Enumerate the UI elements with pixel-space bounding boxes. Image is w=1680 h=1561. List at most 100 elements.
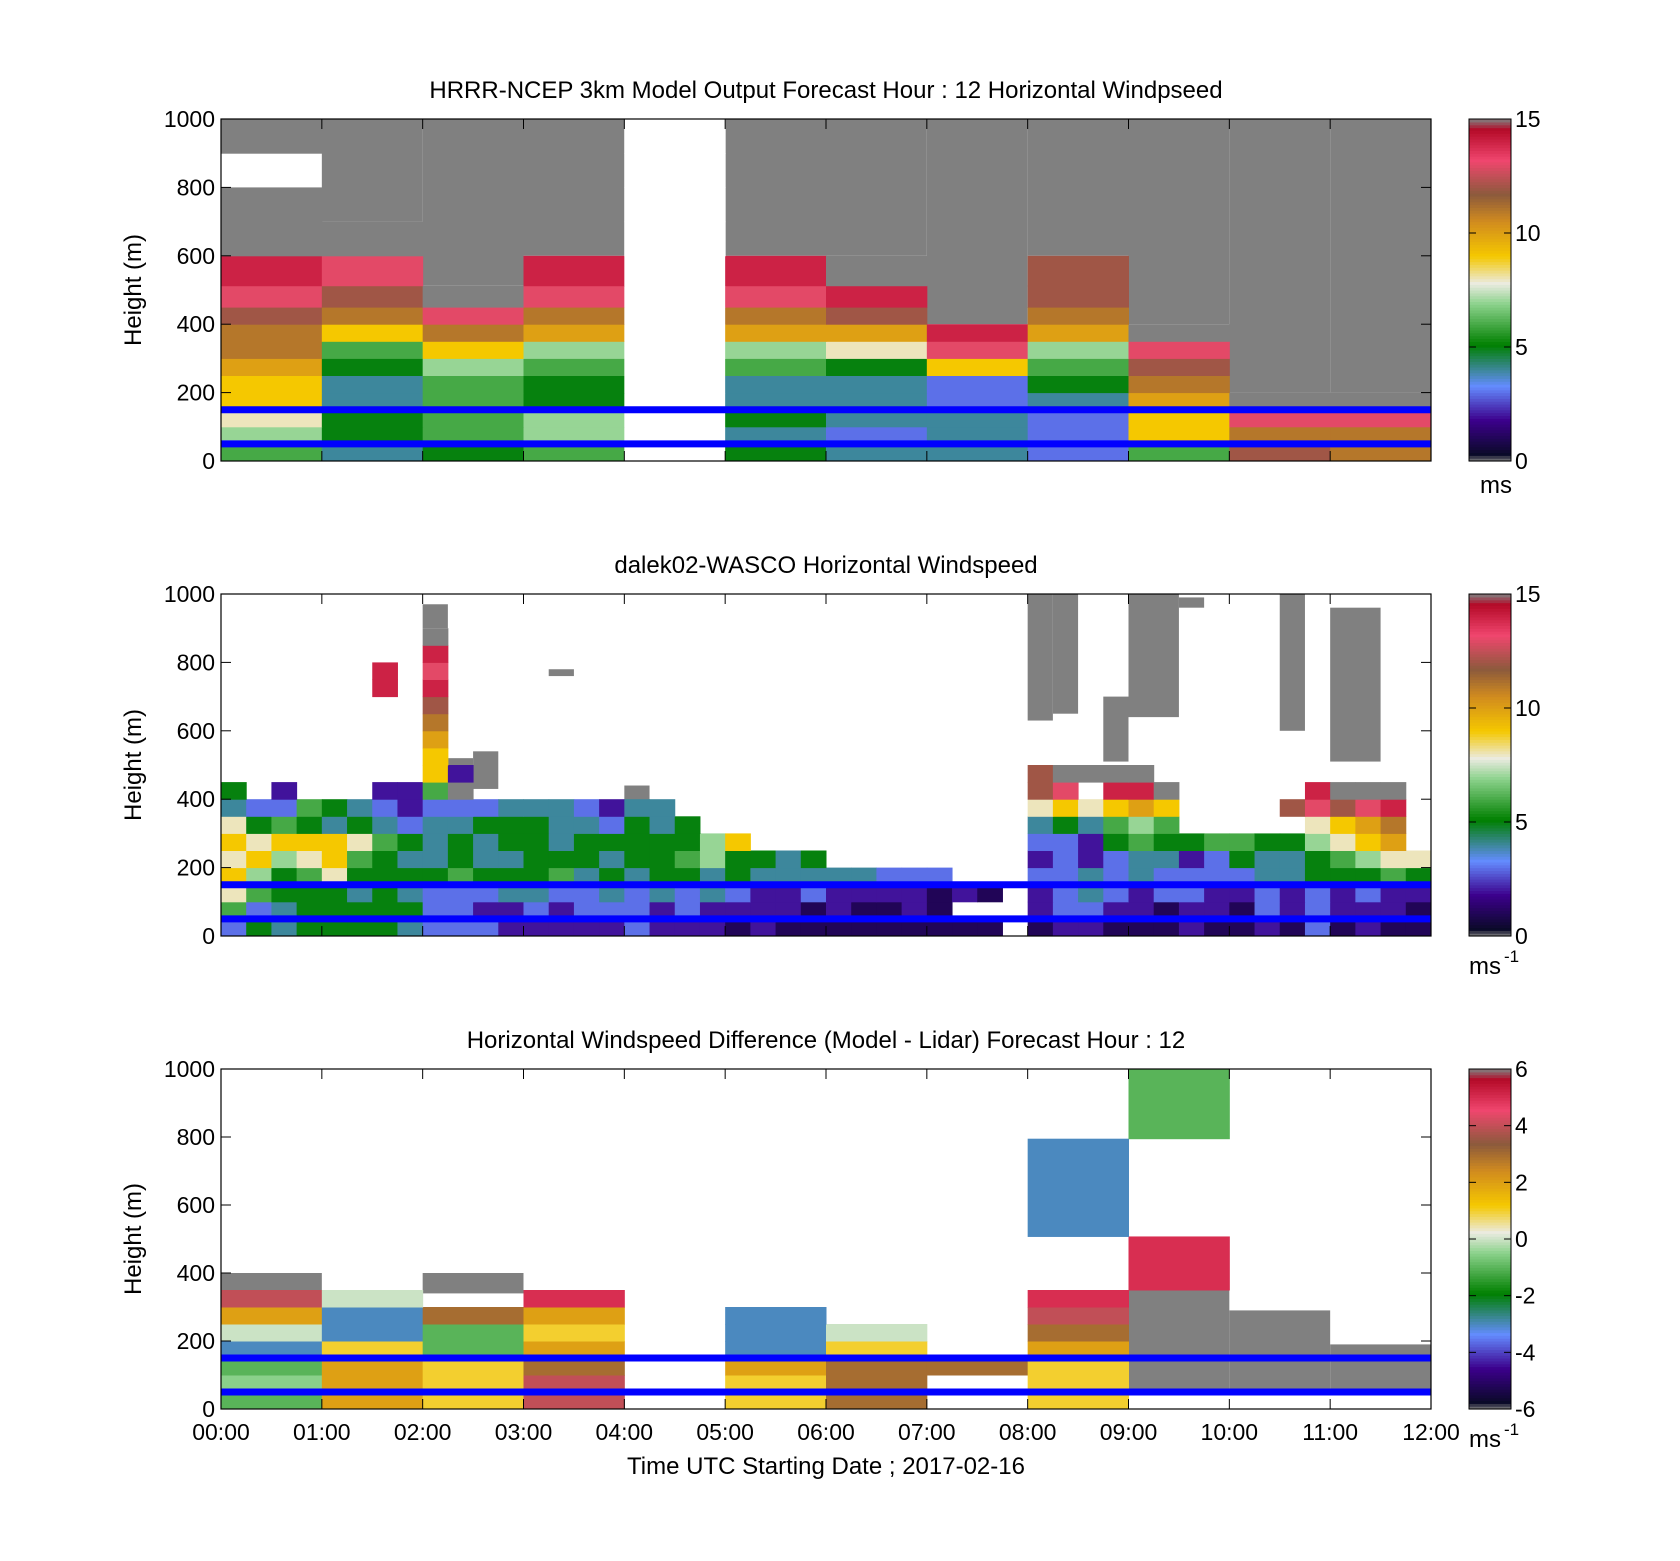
missing-cell: [1330, 607, 1381, 762]
heatmap-cell: [523, 1392, 625, 1410]
heatmap-cell: [725, 375, 827, 394]
colorbar-swatch: [1469, 1080, 1511, 1084]
colorbar-tick-label: -4: [1515, 1339, 1536, 1365]
heatmap-cell: [573, 799, 600, 817]
heatmap-cell: [1103, 918, 1129, 937]
colorbar-swatch: [1469, 1105, 1511, 1110]
heatmap-cell: [1330, 816, 1356, 834]
colorbar-swatch: [1469, 636, 1511, 641]
heatmap-cell: [347, 918, 373, 937]
colorbar-swatch: [1469, 730, 1511, 735]
heatmap-cell: [447, 901, 474, 920]
heatmap-cell: [321, 1375, 424, 1393]
heatmap-cell: [1153, 833, 1180, 851]
heatmap-cell: [725, 1375, 827, 1393]
heatmap-cell: [221, 901, 247, 920]
colorbar-swatch: [1469, 1355, 1511, 1359]
heatmap-cell: [422, 1341, 524, 1359]
colorbar-tick-label: 15: [1515, 106, 1541, 132]
heatmap-cell: [447, 782, 474, 800]
x-tick-label: 05:00: [696, 1419, 754, 1445]
heatmap-cell: [901, 901, 928, 920]
heatmap-cell: [1027, 341, 1129, 359]
heatmap-cell: [1128, 409, 1230, 428]
heatmap-cell: [1128, 1069, 1230, 1140]
heatmap-cell: [296, 918, 323, 937]
heatmap-cell: [750, 850, 777, 869]
heatmap-cell: [347, 850, 373, 869]
heatmap-cell: [372, 816, 398, 834]
y-tick-label: 600: [177, 718, 215, 744]
heatmap-cell: [1027, 1375, 1129, 1393]
heatmap-cell: [548, 918, 575, 937]
missing-cell: [1027, 594, 1053, 721]
heatmap-cell: [1355, 918, 1382, 937]
colorbar-swatch: [1469, 281, 1511, 285]
colorbar-swatch: [1469, 173, 1511, 177]
heatmap-cell: [296, 901, 323, 920]
heatmap-cell: [523, 341, 625, 359]
colorbar-swatch: [1469, 807, 1511, 812]
heatmap-cell: [246, 799, 272, 817]
colorbar-swatch: [1469, 364, 1511, 368]
heatmap-cell: [271, 850, 298, 869]
colorbar-swatch: [1469, 921, 1511, 926]
y-tick-label: 400: [177, 786, 215, 812]
colorbar-swatch: [1469, 816, 1511, 820]
colorbar-swatch: [1469, 1363, 1511, 1368]
y-tick-label: 200: [177, 855, 215, 881]
x-axis-label: Time UTC Starting Date ; 2017-02-16: [627, 1453, 1025, 1480]
colorbar-swatch: [1469, 1292, 1511, 1297]
colorbar-swatch: [1469, 415, 1511, 419]
colorbar-swatch: [1469, 787, 1511, 792]
colorbar-swatch: [1469, 890, 1511, 894]
colorbar-swatch: [1469, 810, 1511, 815]
heatmap-cell: [851, 867, 877, 886]
colorbar-swatch: [1469, 1233, 1511, 1237]
colorbar-swatch: [1469, 204, 1511, 208]
heatmap-cell: [347, 833, 373, 851]
colorbar-swatch: [1469, 347, 1511, 351]
heatmap-cell: [1330, 782, 1356, 800]
heatmap-cell: [826, 884, 852, 903]
heatmap-cell: [1027, 799, 1054, 817]
heatmap-cell: [422, 1375, 524, 1393]
heatmap-cell: [1355, 867, 1382, 886]
colorbar-swatch: [1469, 770, 1511, 775]
colorbar-swatch: [1469, 1394, 1511, 1399]
colorbar-swatch: [1469, 1366, 1511, 1370]
heatmap-cell: [674, 918, 701, 937]
heatmap-cell: [725, 409, 827, 428]
heatmap-cell: [221, 285, 323, 308]
colorbar-swatch: [1469, 1142, 1511, 1147]
heatmap-cell: [750, 884, 777, 903]
heatmap-cell: [826, 426, 928, 445]
colorbar-swatch: [1469, 1270, 1511, 1274]
colorbar-swatch: [1469, 1332, 1511, 1336]
heatmap-cell: [523, 358, 625, 376]
heatmap-cell: [1027, 816, 1054, 834]
heatmap-cell: [221, 850, 247, 869]
colorbar-swatch: [1469, 121, 1511, 126]
colorbar-swatch: [1469, 178, 1511, 183]
heatmap-cell: [221, 358, 323, 376]
heatmap-cell: [1254, 850, 1281, 869]
colorbar-swatch: [1469, 867, 1511, 872]
colorbar-swatch: [1469, 1114, 1511, 1118]
colorbar-swatch: [1469, 190, 1511, 194]
heatmap-cell: [826, 1341, 928, 1359]
heatmap-cell: [498, 833, 524, 851]
colorbar-swatch: [1469, 673, 1511, 678]
heatmap-cell: [447, 918, 474, 937]
colorbar-swatch: [1469, 745, 1511, 749]
colorbar-swatch: [1469, 1315, 1511, 1319]
heatmap-cell: [826, 324, 928, 342]
colorbar-swatch: [1469, 395, 1511, 399]
heatmap-cell: [296, 799, 323, 817]
colorbar-swatch: [1469, 916, 1511, 920]
heatmap-cell: [372, 833, 398, 851]
colorbar-swatch: [1469, 1383, 1511, 1387]
colorbar-swatch: [1469, 1397, 1511, 1402]
colorbar-tick-label: 6: [1515, 1056, 1528, 1082]
